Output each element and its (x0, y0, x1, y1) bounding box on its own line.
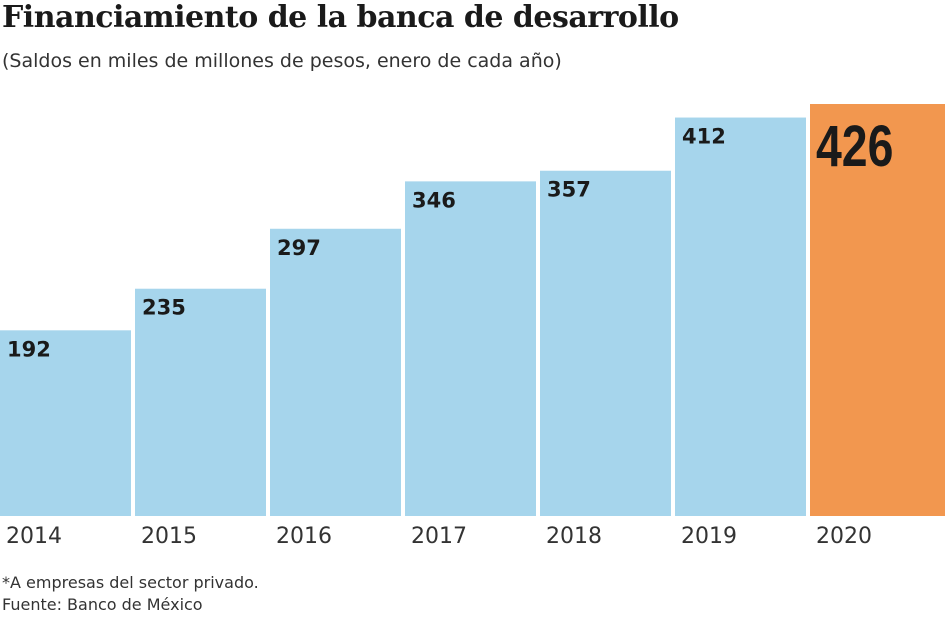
data-label: 192 (7, 337, 51, 361)
bar-2016 (270, 228, 401, 516)
bar-2019 (675, 117, 806, 516)
x-tick-label: 2018 (546, 524, 602, 549)
bar-2015 (135, 288, 266, 516)
chart-subtitle: (Saldos en miles de millones de pesos, e… (2, 50, 562, 72)
data-label: 346 (412, 188, 456, 212)
x-tick-label: 2014 (6, 524, 62, 549)
bar-2018 (540, 170, 671, 516)
source-note: Fuente: Banco de México (2, 595, 203, 614)
bar-2020 (810, 104, 945, 516)
x-tick-label: 2017 (411, 524, 467, 549)
footnote: *A empresas del sector privado. (2, 573, 259, 592)
x-tick-label: 2019 (681, 524, 737, 549)
data-label: 426 (816, 114, 893, 179)
x-tick-label: 2016 (276, 524, 332, 549)
bar-2017 (405, 181, 536, 516)
bar-2014 (0, 330, 131, 516)
data-label: 357 (547, 178, 591, 202)
x-tick-label: 2020 (816, 524, 872, 549)
data-label: 235 (142, 296, 186, 320)
chart-title: Financiamiento de la banca de desarrollo (2, 0, 679, 35)
x-tick-label: 2015 (141, 524, 197, 549)
data-label: 412 (682, 125, 726, 149)
data-label: 297 (277, 236, 321, 260)
